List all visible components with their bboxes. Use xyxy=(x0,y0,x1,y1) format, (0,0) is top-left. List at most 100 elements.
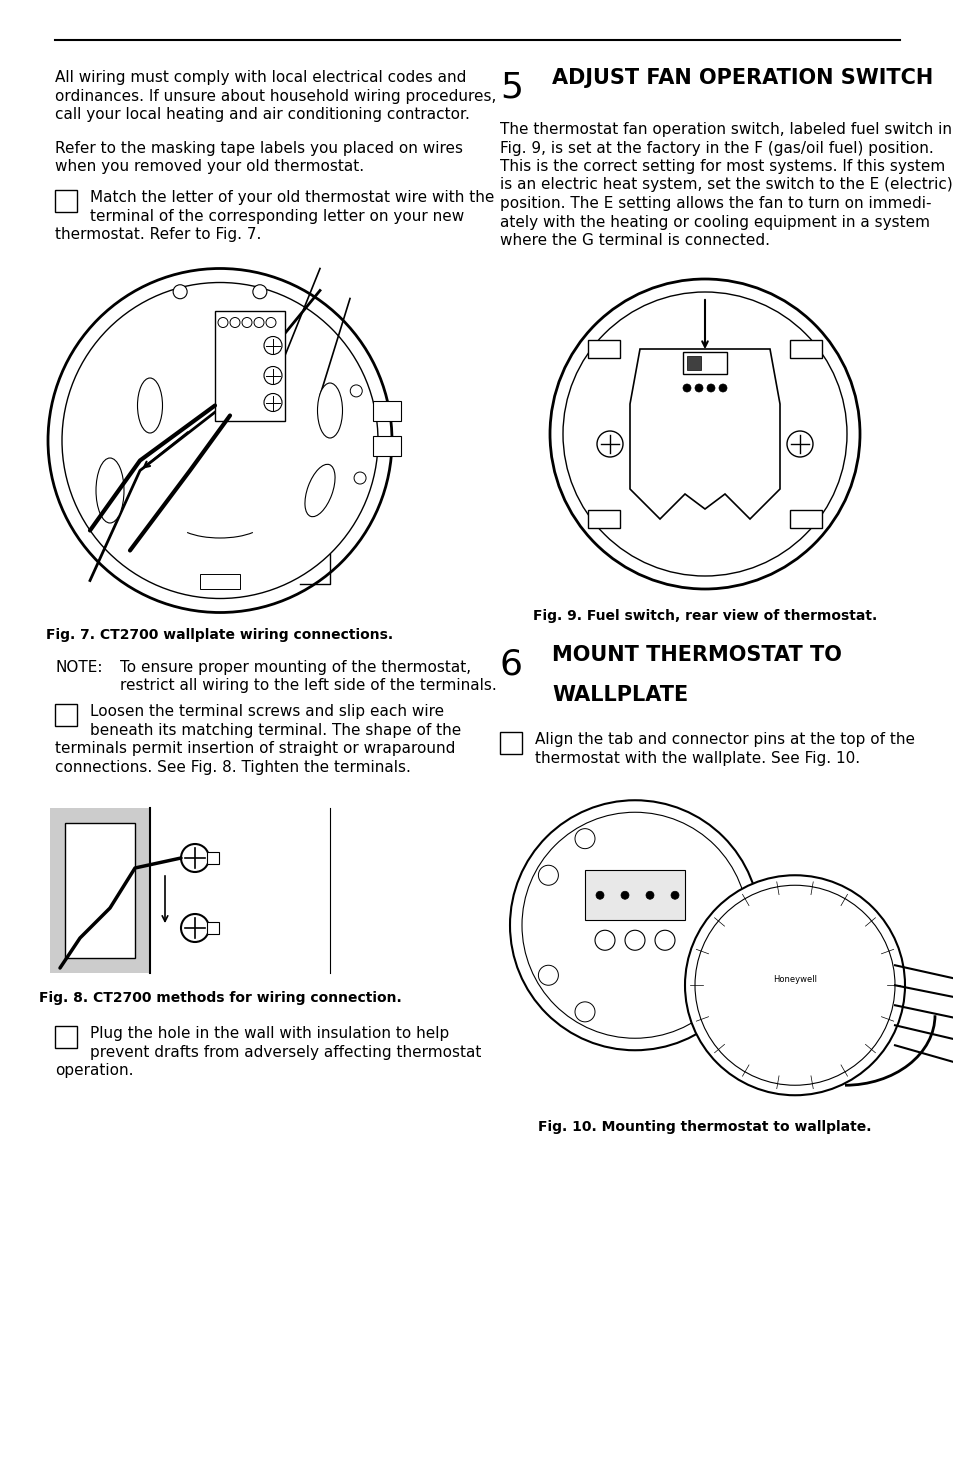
Bar xyxy=(686,355,700,370)
Circle shape xyxy=(575,1002,595,1022)
Circle shape xyxy=(706,384,714,392)
Circle shape xyxy=(264,366,282,385)
Text: NOTE:: NOTE: xyxy=(55,659,102,674)
Bar xyxy=(214,311,285,420)
Bar xyxy=(207,853,219,864)
Text: Fig. 10. Mounting thermostat to wallplate.: Fig. 10. Mounting thermostat to wallplat… xyxy=(537,1120,871,1134)
Ellipse shape xyxy=(305,465,335,516)
Bar xyxy=(789,341,821,358)
Text: To ensure proper mounting of the thermostat,: To ensure proper mounting of the thermos… xyxy=(120,659,471,674)
Circle shape xyxy=(48,268,392,612)
Text: WALLPLATE: WALLPLATE xyxy=(552,684,687,705)
Text: terminals permit insertion of straight or wraparound: terminals permit insertion of straight o… xyxy=(55,740,455,757)
Bar xyxy=(587,510,619,528)
Circle shape xyxy=(537,866,558,885)
Circle shape xyxy=(684,875,904,1096)
Circle shape xyxy=(670,891,679,900)
Bar xyxy=(373,401,400,420)
Bar xyxy=(587,341,619,358)
Circle shape xyxy=(620,891,628,900)
Circle shape xyxy=(550,279,859,589)
Text: The thermostat fan operation switch, labeled fuel switch in: The thermostat fan operation switch, lab… xyxy=(499,122,951,137)
Text: ordinances. If unsure about household wiring procedures,: ordinances. If unsure about household wi… xyxy=(55,88,496,103)
Text: call your local heating and air conditioning contractor.: call your local heating and air conditio… xyxy=(55,108,470,122)
Circle shape xyxy=(350,385,362,397)
Text: position. The E setting allows the fan to turn on immedi-: position. The E setting allows the fan t… xyxy=(499,196,930,211)
Text: This is the correct setting for most systems. If this system: This is the correct setting for most sys… xyxy=(499,159,944,174)
Text: beneath its matching terminal. The shape of the: beneath its matching terminal. The shape… xyxy=(90,723,460,738)
Circle shape xyxy=(695,885,894,1086)
Circle shape xyxy=(595,931,615,950)
Bar xyxy=(55,1027,77,1049)
Text: Plug the hole in the wall with insulation to help: Plug the hole in the wall with insulatio… xyxy=(90,1027,449,1041)
Circle shape xyxy=(354,472,366,484)
Circle shape xyxy=(264,394,282,412)
Text: operation.: operation. xyxy=(55,1063,133,1078)
Circle shape xyxy=(682,384,690,392)
Bar xyxy=(65,823,135,957)
Bar xyxy=(55,704,77,726)
Circle shape xyxy=(242,317,252,327)
Circle shape xyxy=(562,292,846,577)
Circle shape xyxy=(181,914,209,943)
Text: 5: 5 xyxy=(499,69,522,105)
Text: thermostat with the wallplate. See Fig. 10.: thermostat with the wallplate. See Fig. … xyxy=(535,751,860,766)
Text: when you removed your old thermostat.: when you removed your old thermostat. xyxy=(55,159,364,174)
Circle shape xyxy=(786,431,812,457)
Text: 6: 6 xyxy=(499,648,522,681)
Circle shape xyxy=(510,801,760,1050)
Circle shape xyxy=(253,285,267,299)
Text: ately with the heating or cooling equipment in a system: ately with the heating or cooling equipm… xyxy=(499,214,929,230)
Circle shape xyxy=(597,431,622,457)
Bar xyxy=(207,922,219,934)
Text: All wiring must comply with local electrical codes and: All wiring must comply with local electr… xyxy=(55,69,466,86)
Text: Align the tab and connector pins at the top of the: Align the tab and connector pins at the … xyxy=(535,732,914,746)
Circle shape xyxy=(253,317,264,327)
Circle shape xyxy=(264,336,282,354)
Text: MOUNT THERMOSTAT TO: MOUNT THERMOSTAT TO xyxy=(552,645,841,665)
Circle shape xyxy=(62,283,377,599)
Text: Match the letter of your old thermostat wire with the: Match the letter of your old thermostat … xyxy=(90,190,494,205)
Bar xyxy=(200,574,240,589)
Text: restrict all wiring to the left side of the terminals.: restrict all wiring to the left side of … xyxy=(120,678,497,693)
Text: Fig. 7. CT2700 wallplate wiring connections.: Fig. 7. CT2700 wallplate wiring connecti… xyxy=(47,627,394,642)
Circle shape xyxy=(537,965,558,985)
Circle shape xyxy=(266,317,275,327)
Text: Fig. 9. Fuel switch, rear view of thermostat.: Fig. 9. Fuel switch, rear view of thermo… xyxy=(533,609,876,622)
Bar xyxy=(50,808,150,974)
Circle shape xyxy=(596,891,603,900)
Bar xyxy=(682,353,726,375)
Text: Loosen the terminal screws and slip each wire: Loosen the terminal screws and slip each… xyxy=(90,704,444,718)
Text: prevent drafts from adversely affecting thermostat: prevent drafts from adversely affecting … xyxy=(90,1044,481,1059)
Text: Fig. 8. CT2700 methods for wiring connection.: Fig. 8. CT2700 methods for wiring connec… xyxy=(38,991,401,1004)
Text: ADJUST FAN OPERATION SWITCH: ADJUST FAN OPERATION SWITCH xyxy=(552,68,932,88)
Bar xyxy=(584,870,684,920)
Circle shape xyxy=(645,891,654,900)
Bar xyxy=(373,435,400,456)
Text: connections. See Fig. 8. Tighten the terminals.: connections. See Fig. 8. Tighten the ter… xyxy=(55,760,411,774)
Circle shape xyxy=(695,384,702,392)
Circle shape xyxy=(719,384,726,392)
Circle shape xyxy=(181,844,209,872)
Text: Honeywell: Honeywell xyxy=(613,909,657,917)
Text: Refer to the masking tape labels you placed on wires: Refer to the masking tape labels you pla… xyxy=(55,140,462,155)
Circle shape xyxy=(172,285,187,299)
Text: where the G terminal is connected.: where the G terminal is connected. xyxy=(499,233,769,248)
Ellipse shape xyxy=(317,384,342,438)
Polygon shape xyxy=(629,350,780,519)
Text: Honeywell: Honeywell xyxy=(772,975,816,984)
Circle shape xyxy=(655,931,675,950)
Circle shape xyxy=(624,931,644,950)
Text: is an electric heat system, set the switch to the E (electric): is an electric heat system, set the swit… xyxy=(499,177,952,193)
Ellipse shape xyxy=(137,378,162,434)
Circle shape xyxy=(521,813,747,1038)
Bar xyxy=(499,732,521,754)
Text: Fig. 9, is set at the factory in the F (gas/oil fuel) position.: Fig. 9, is set at the factory in the F (… xyxy=(499,140,933,155)
Bar xyxy=(789,510,821,528)
Text: terminal of the corresponding letter on your new: terminal of the corresponding letter on … xyxy=(90,208,464,224)
Text: thermostat. Refer to Fig. 7.: thermostat. Refer to Fig. 7. xyxy=(55,227,261,242)
Circle shape xyxy=(575,829,595,848)
Circle shape xyxy=(218,317,228,327)
Bar xyxy=(55,190,77,212)
Ellipse shape xyxy=(96,459,124,524)
